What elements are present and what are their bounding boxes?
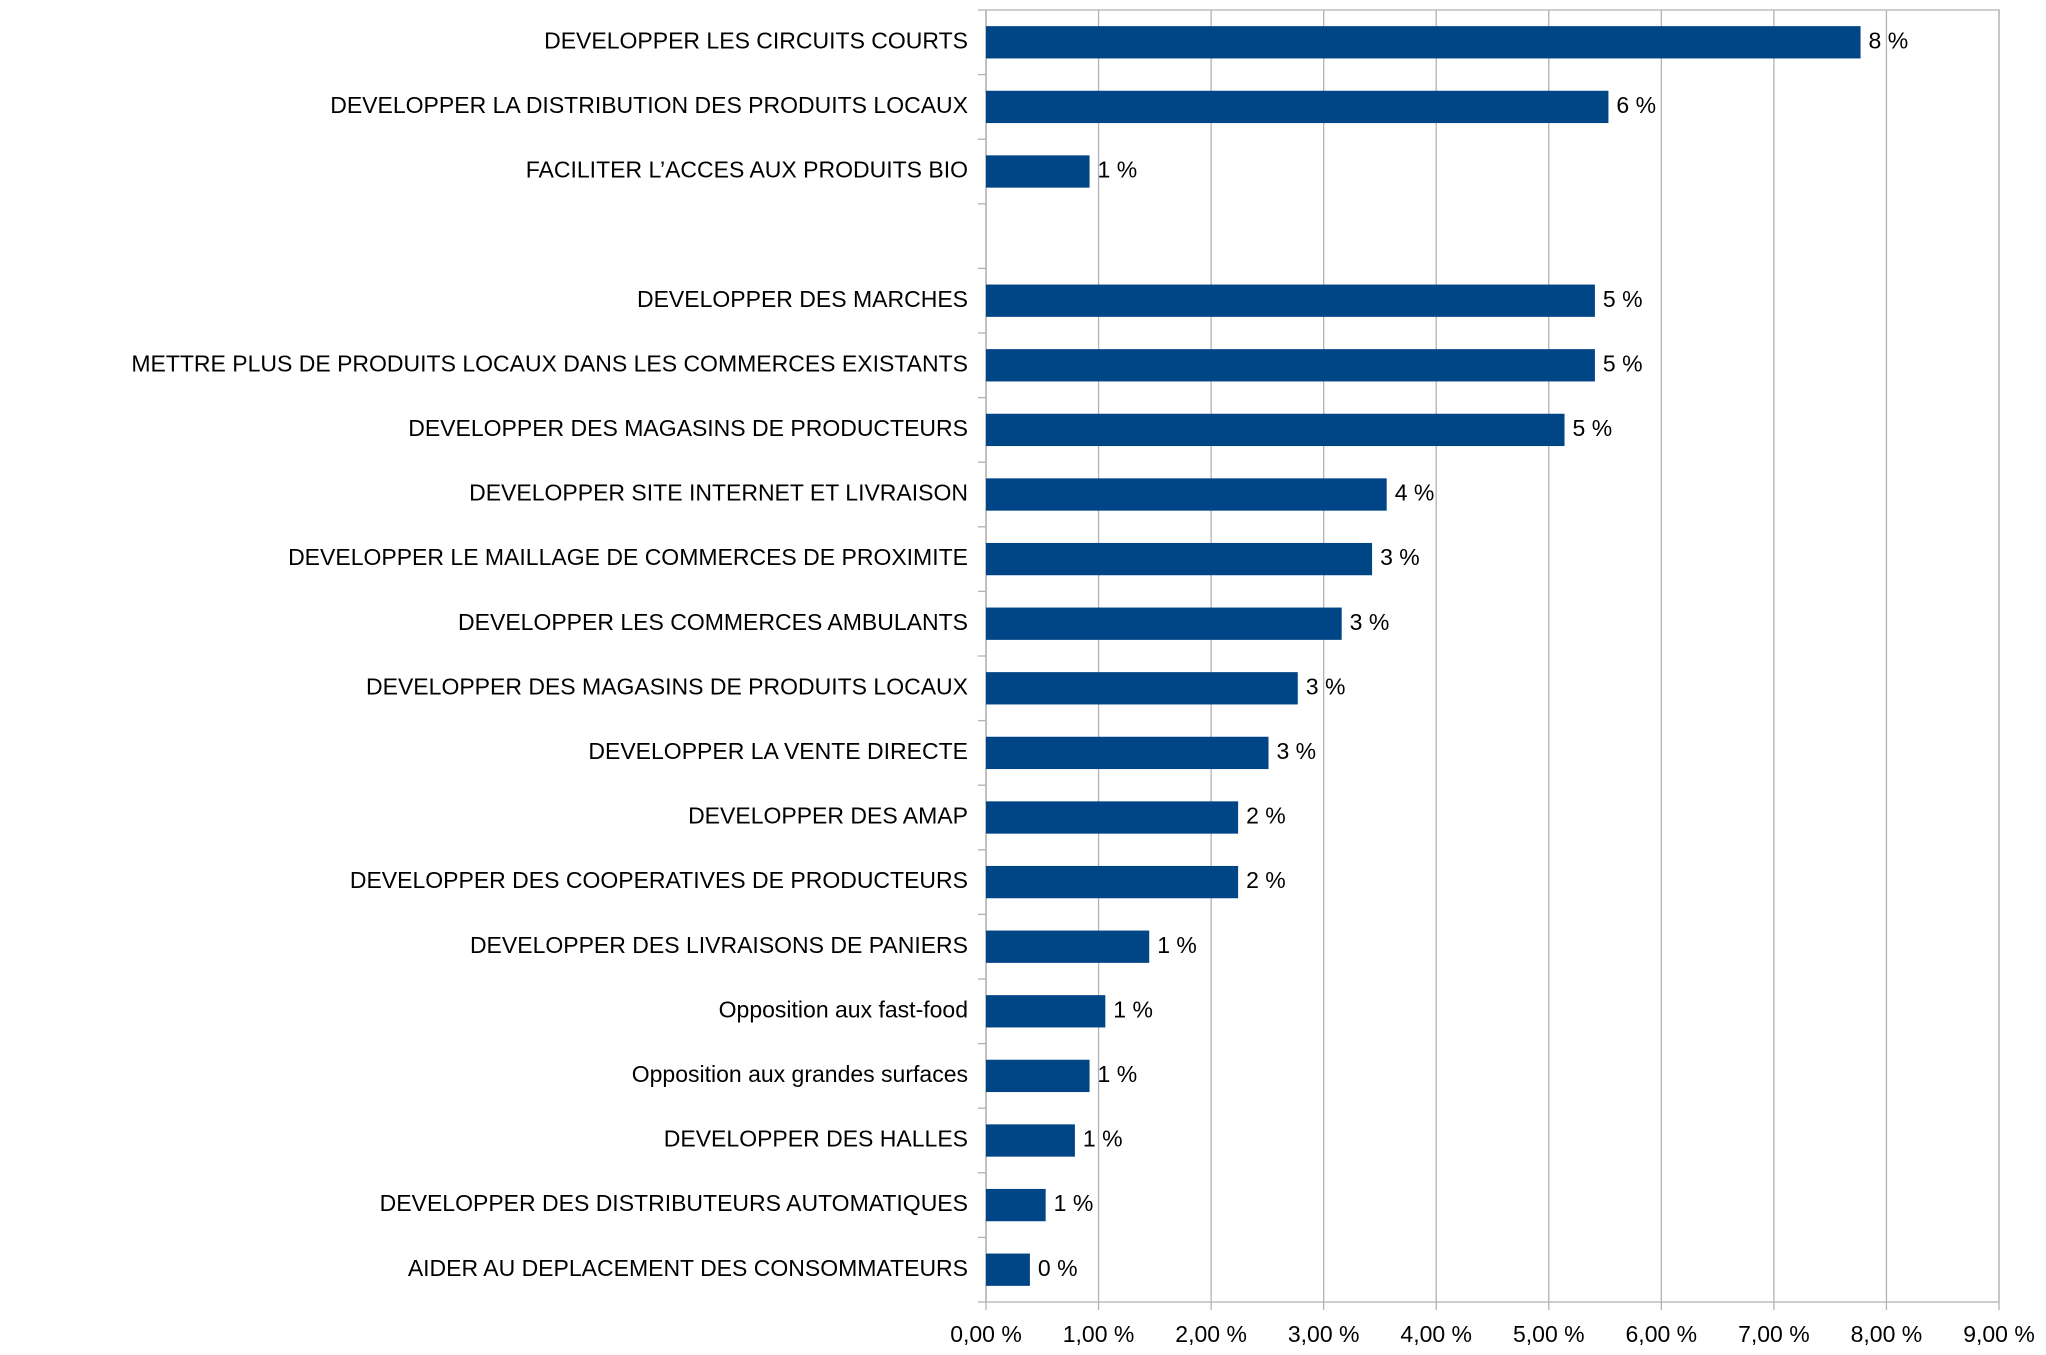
x-tick-label: 1,00 %	[1063, 1321, 1135, 1347]
x-tick-label: 9,00 %	[1963, 1321, 2035, 1347]
value-label: 5 %	[1603, 350, 1643, 376]
bar	[986, 995, 1106, 1028]
value-label: 1 %	[1098, 1061, 1138, 1087]
x-tick-label: 6,00 %	[1626, 1321, 1698, 1347]
value-label: 0 %	[1038, 1255, 1078, 1281]
bar	[986, 1059, 1090, 1093]
bar	[986, 930, 1150, 963]
y-tick-label: DEVELOPPER DES MAGASINS DE PRODUITS LOCA…	[366, 673, 968, 699]
x-tick-label: 2,00 %	[1175, 1321, 1247, 1347]
value-label: 1 %	[1083, 1126, 1123, 1152]
x-tick-label: 0,00 %	[950, 1321, 1022, 1347]
bar	[986, 26, 1861, 59]
y-tick-label: AIDER AU DEPLACEMENT DES CONSOMMATEURS	[408, 1255, 968, 1281]
bar	[986, 349, 1595, 382]
value-label: 2 %	[1246, 803, 1286, 829]
y-tick-label: DEVELOPPER DES COOPERATIVES DE PRODUCTEU…	[350, 867, 968, 893]
bar	[986, 413, 1565, 447]
value-label: 4 %	[1395, 480, 1435, 506]
x-tick-label: 4,00 %	[1400, 1321, 1472, 1347]
y-tick-label: DEVELOPPER DES MARCHES	[637, 286, 968, 312]
value-label: 1 %	[1113, 996, 1153, 1022]
y-tick-label: DEVELOPPER LES CIRCUITS COURTS	[544, 27, 968, 53]
bar	[986, 1253, 1030, 1286]
bar	[986, 542, 1373, 576]
bar	[986, 865, 1239, 899]
y-tick-label: METTRE PLUS DE PRODUITS LOCAUX DANS LES …	[131, 350, 968, 376]
y-tick-label: DEVELOPPER DES AMAP	[688, 803, 968, 829]
bar	[986, 672, 1298, 705]
value-label: 1 %	[1157, 932, 1197, 958]
value-label: 5 %	[1573, 415, 1613, 441]
bar	[986, 1188, 1046, 1222]
bar	[986, 284, 1595, 317]
y-tick-label: Opposition aux fast-food	[719, 996, 968, 1022]
x-tick-label: 5,00 %	[1513, 1321, 1585, 1347]
value-label: 2 %	[1246, 867, 1286, 893]
y-tick-label: DEVELOPPER LE MAILLAGE DE COMMERCES DE P…	[288, 544, 968, 570]
y-tick-label: Opposition aux grandes surfaces	[632, 1061, 968, 1087]
value-label: 3 %	[1350, 609, 1390, 635]
value-label: 1 %	[1054, 1190, 1094, 1216]
value-label: 6 %	[1616, 92, 1656, 118]
y-tick-label: DEVELOPPER DES HALLES	[664, 1126, 968, 1152]
bar	[986, 155, 1090, 188]
value-label: 5 %	[1603, 286, 1643, 312]
value-label: 3 %	[1277, 738, 1317, 764]
x-tick-label: 8,00 %	[1851, 1321, 1923, 1347]
y-tick-label: DEVELOPPER LA DISTRIBUTION DES PRODUITS …	[330, 92, 968, 118]
value-label: 3 %	[1380, 544, 1420, 570]
y-tick-label: FACILITER L’ACCES AUX PRODUITS BIO	[526, 157, 968, 183]
x-tick-label: 3,00 %	[1288, 1321, 1360, 1347]
plot-frame	[985, 9, 2000, 1303]
x-tick-label: 7,00 %	[1738, 1321, 1810, 1347]
bar	[986, 478, 1387, 511]
y-tick-label: DEVELOPPER SITE INTERNET ET LIVRAISON	[469, 480, 968, 506]
y-tick-label: DEVELOPPER DES MAGASINS DE PRODUCTEURS	[408, 415, 968, 441]
bar	[986, 90, 1609, 124]
y-tick-label: DEVELOPPER LA VENTE DIRECTE	[588, 738, 968, 764]
bar	[986, 607, 1342, 640]
value-label: 1 %	[1098, 157, 1138, 183]
y-tick-label: DEVELOPPER DES DISTRIBUTEURS AUTOMATIQUE…	[380, 1190, 968, 1216]
value-label: 8 %	[1869, 27, 1909, 53]
bar	[986, 801, 1239, 834]
y-tick-label: DEVELOPPER LES COMMERCES AMBULANTS	[458, 609, 968, 635]
value-label: 3 %	[1306, 673, 1346, 699]
y-tick-label: DEVELOPPER DES LIVRAISONS DE PANIERS	[470, 932, 968, 958]
bar	[986, 1124, 1075, 1157]
bar	[986, 736, 1269, 770]
